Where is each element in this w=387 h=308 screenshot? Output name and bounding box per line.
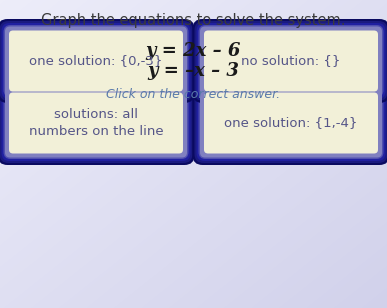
FancyBboxPatch shape [0,19,195,103]
FancyBboxPatch shape [195,21,387,101]
Text: Click on the correct answer.: Click on the correct answer. [106,88,280,102]
FancyBboxPatch shape [3,25,188,97]
FancyBboxPatch shape [197,23,385,99]
FancyBboxPatch shape [0,83,192,163]
FancyBboxPatch shape [9,30,183,91]
FancyBboxPatch shape [204,30,378,91]
FancyBboxPatch shape [0,81,195,165]
FancyBboxPatch shape [197,85,385,161]
FancyBboxPatch shape [192,19,387,103]
FancyBboxPatch shape [192,81,387,165]
Text: y = 2x – 6: y = 2x – 6 [145,42,241,60]
FancyBboxPatch shape [5,88,187,157]
FancyBboxPatch shape [2,85,190,161]
FancyBboxPatch shape [2,23,190,99]
Text: y = –x – 3: y = –x – 3 [147,62,239,80]
FancyBboxPatch shape [3,87,188,159]
Text: no solution: {}: no solution: {} [241,55,341,67]
FancyBboxPatch shape [199,25,384,97]
FancyBboxPatch shape [5,26,187,95]
Text: solutions: all
numbers on the line: solutions: all numbers on the line [29,108,163,138]
Text: one solution: {1,-4}: one solution: {1,-4} [224,116,358,129]
FancyBboxPatch shape [199,87,384,159]
FancyBboxPatch shape [9,92,183,153]
FancyBboxPatch shape [200,26,382,95]
FancyBboxPatch shape [200,88,382,157]
Text: one solution: {0,-3}: one solution: {0,-3} [29,55,163,67]
FancyBboxPatch shape [0,21,192,101]
FancyBboxPatch shape [204,92,378,153]
FancyBboxPatch shape [195,83,387,163]
Text: Graph the equations to solve the system.: Graph the equations to solve the system. [41,13,345,27]
